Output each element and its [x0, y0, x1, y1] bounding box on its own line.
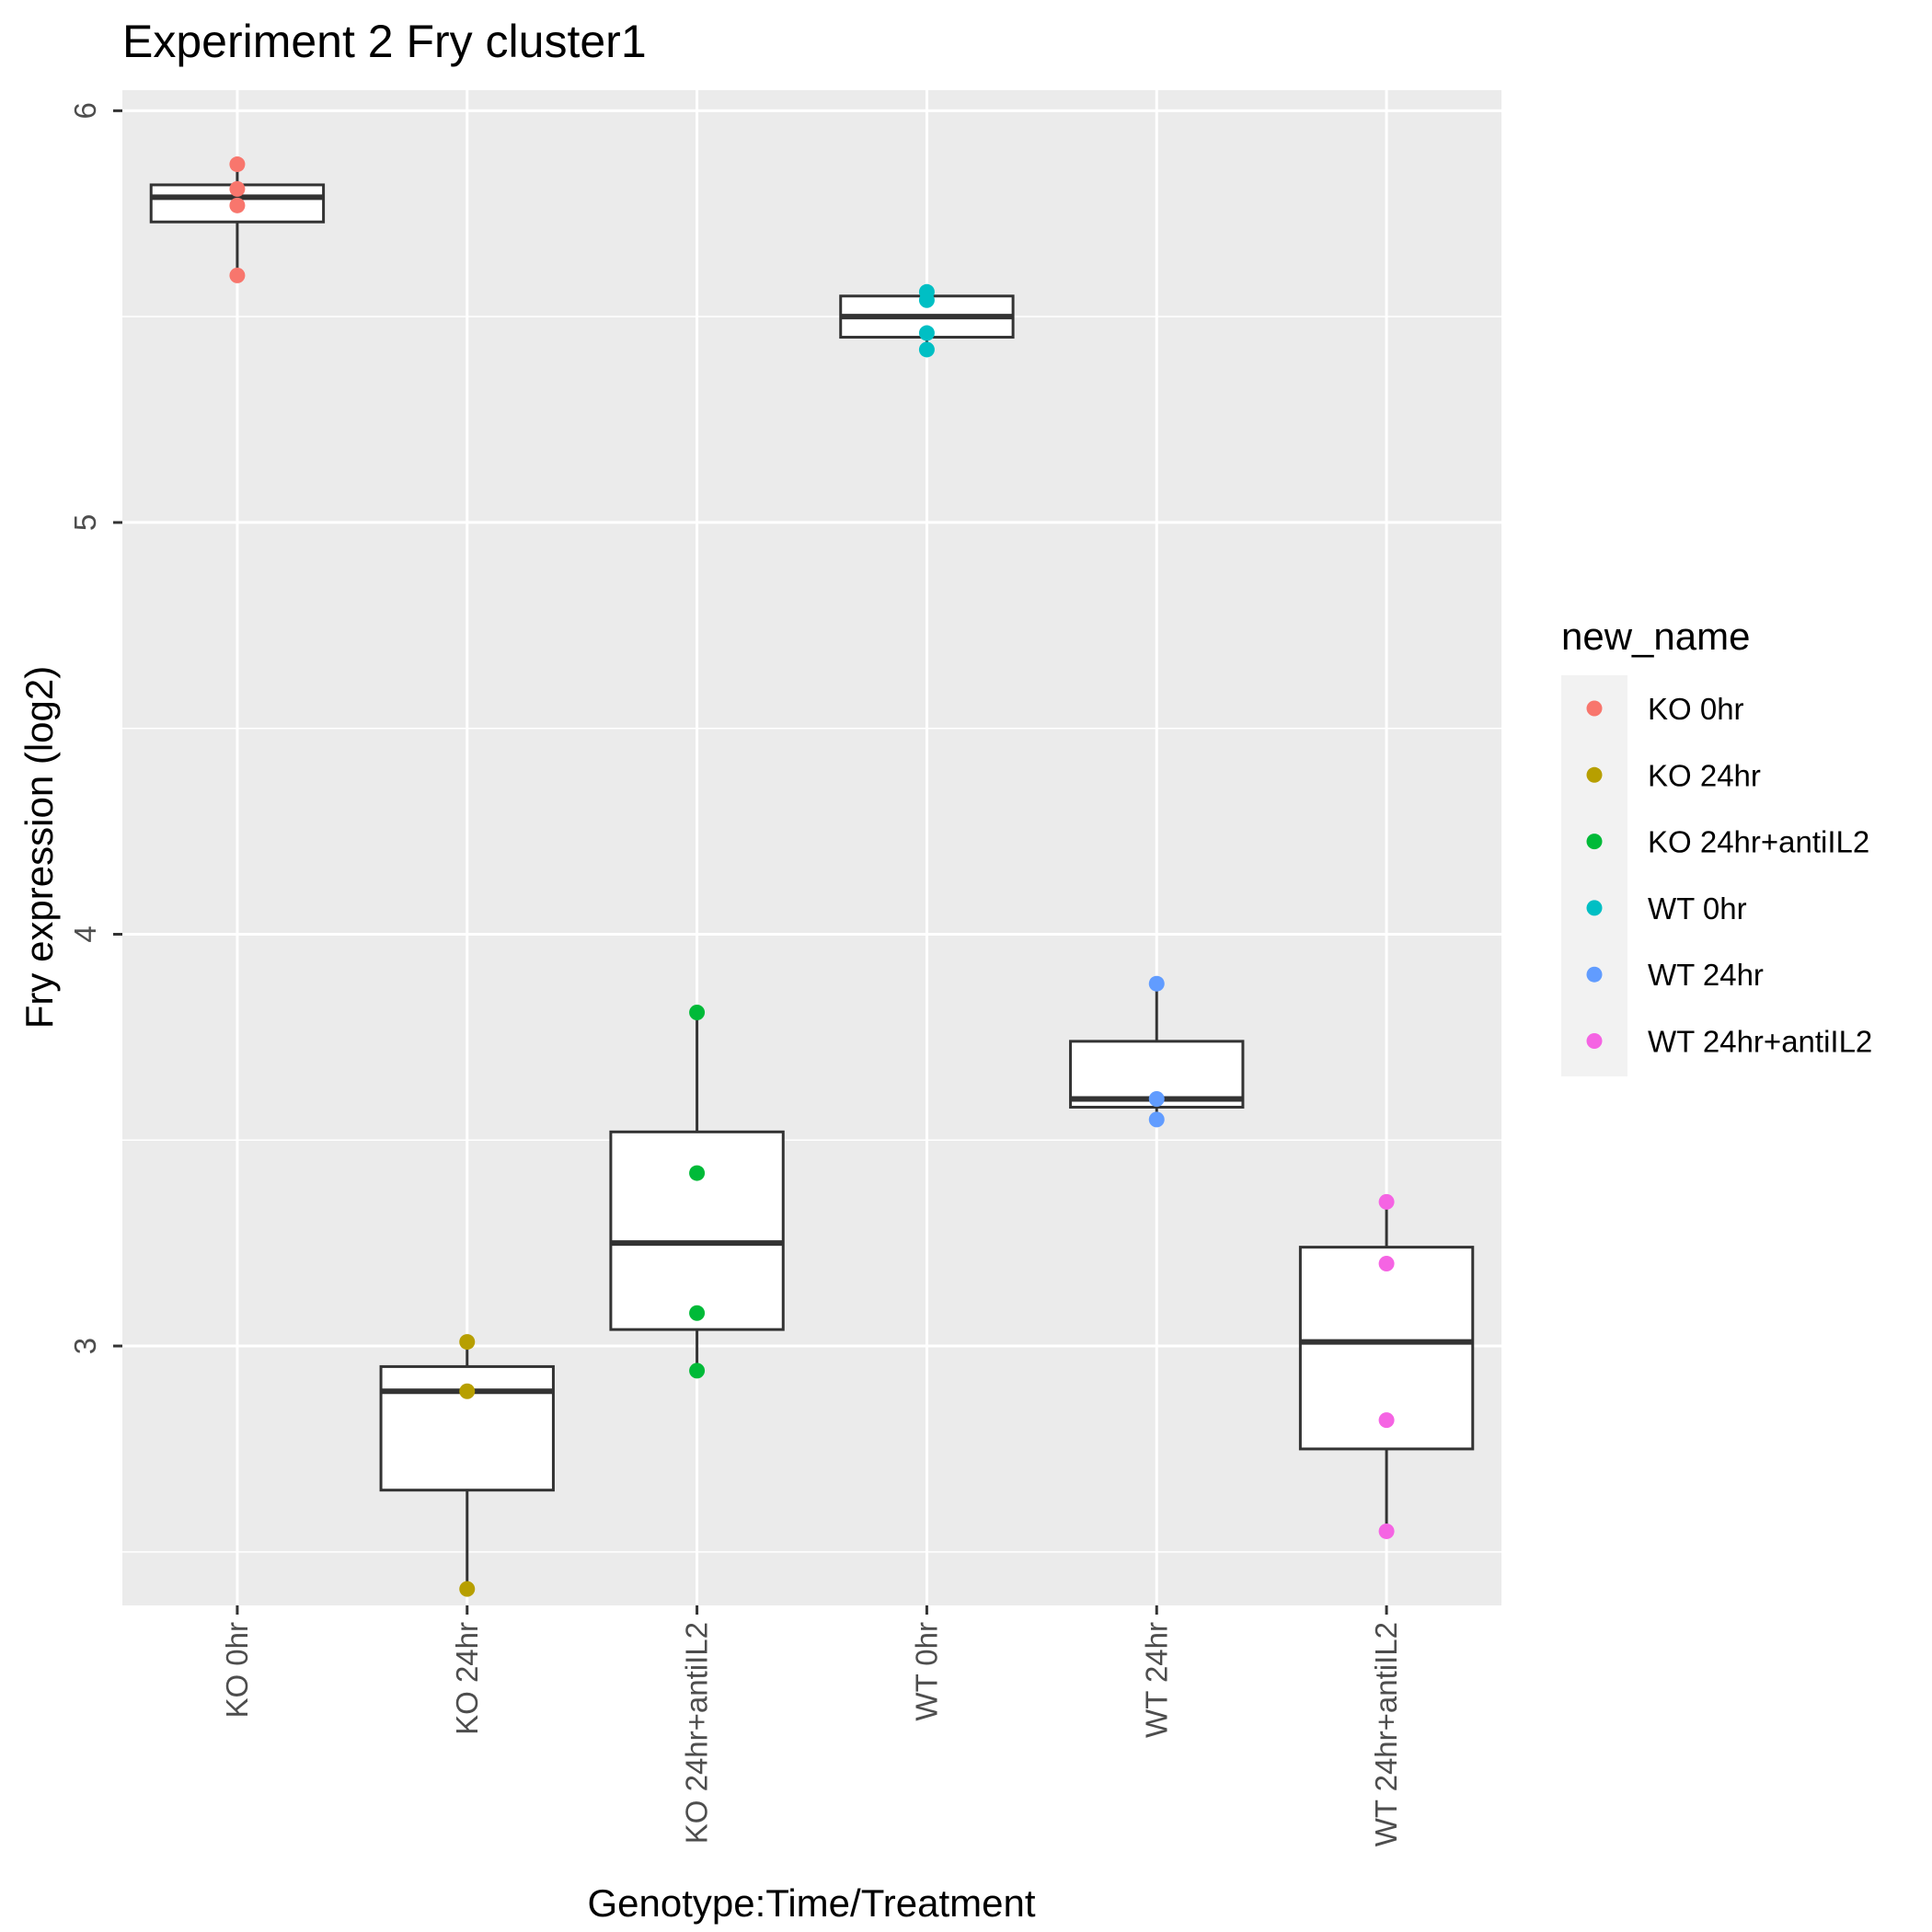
legend-key: [1586, 966, 1603, 983]
legend: new_name KO 0hr KO 24hr KO 24hr+antiIL2 WT …: [1561, 615, 1872, 1076]
data-point: [229, 267, 246, 283]
y-tick-label: 3: [68, 1338, 102, 1354]
data-point: [1378, 1256, 1395, 1272]
x-tick-label: WT 0hr: [909, 1622, 943, 1721]
data-point: [689, 1363, 706, 1379]
data-point: [459, 1334, 476, 1351]
data-point: [229, 180, 246, 197]
legend-label: WT 24hr+antiIL2: [1648, 1025, 1872, 1059]
x-tick-label: KO 24hr+antiIL2: [680, 1622, 714, 1844]
legend-label: KO 24hr+antiIL2: [1648, 825, 1869, 859]
x-tick-label: WT 24hr: [1139, 1622, 1173, 1738]
chart-title: Experiment 2 Fry cluster1: [122, 16, 647, 67]
y-tick-label: 5: [68, 514, 102, 531]
data-point: [229, 156, 246, 173]
legend-key: [1586, 1033, 1603, 1049]
legend-key-background: [1561, 675, 1627, 1076]
legend-title: new_name: [1561, 615, 1750, 658]
box-iqr: [609, 1130, 785, 1331]
plot-panel: [122, 90, 1501, 1605]
legend-label: WT 24hr: [1648, 958, 1764, 992]
data-point: [689, 1165, 706, 1181]
data-point: [689, 1005, 706, 1021]
x-axis-title: Genotype:Time/Treatment: [587, 1881, 1035, 1925]
y-tick-label: 6: [68, 102, 102, 119]
data-point: [459, 1581, 476, 1597]
data-point: [1148, 975, 1165, 992]
data-point: [1378, 1523, 1395, 1539]
data-point: [1378, 1412, 1395, 1429]
data-point: [1378, 1193, 1395, 1210]
data-point: [918, 292, 935, 308]
box-3: [609, 1012, 785, 1371]
x-tick-label: WT 24hr+antiIL2: [1369, 1622, 1403, 1846]
legend-key: [1586, 700, 1603, 717]
legend-label: KO 0hr: [1648, 692, 1744, 726]
y-tick-label: 4: [68, 926, 102, 942]
data-point: [459, 1383, 476, 1399]
data-point: [689, 1305, 706, 1321]
legend-key: [1586, 900, 1603, 916]
data-point: [229, 197, 246, 213]
legend-key: [1586, 766, 1603, 783]
x-tick-label: KO 0hr: [220, 1622, 254, 1719]
box-5: [1069, 983, 1245, 1120]
legend-key: [1586, 834, 1603, 850]
data-point: [1148, 1111, 1165, 1128]
legend-label: WT 0hr: [1648, 891, 1747, 926]
axes: 3 4 5 6 KO 0hr KO 24hr KO 24hr+antiIL2 WT 0hr WT…: [68, 102, 1403, 1846]
data-points: [229, 156, 1395, 1597]
y-axis-title: Fry expression (log2): [17, 666, 61, 1029]
x-tick-label: KO 24hr: [450, 1622, 484, 1735]
data-point: [918, 341, 935, 358]
legend-label: KO 24hr: [1648, 758, 1761, 792]
data-point: [918, 325, 935, 341]
data-point: [1148, 1091, 1165, 1108]
